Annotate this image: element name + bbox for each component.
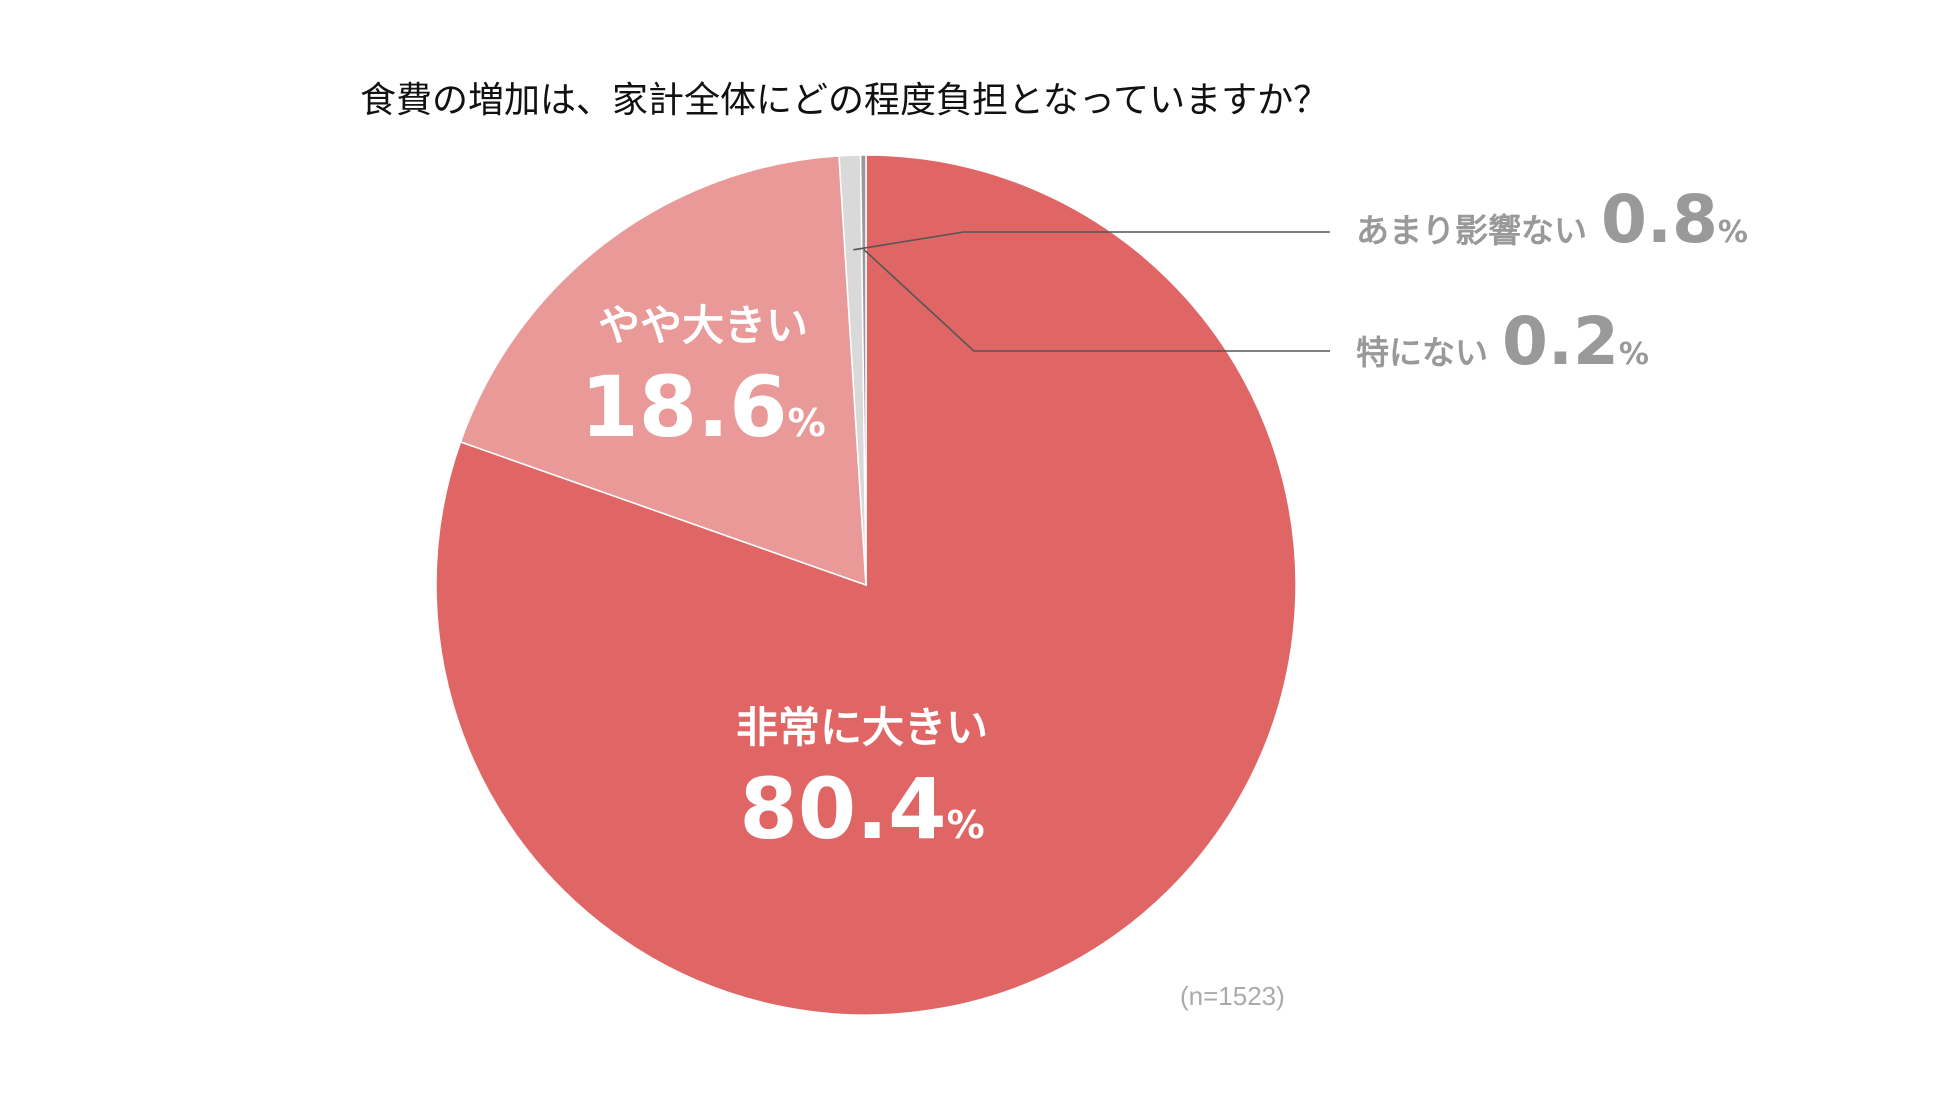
- slice-label-text: あまり影響ない: [1356, 211, 1587, 250]
- slice-label-none: 特にない 0.2%: [1356, 303, 1649, 380]
- leader-lines: [853, 231, 1330, 352]
- leader-line-3: [863, 249, 1330, 352]
- pie-slice-3: [859, 154, 867, 586]
- slice-label-not-much: あまり影響ない 0.8%: [1356, 181, 1748, 258]
- chart-title: 食費の増加は、家計全体にどの程度負担となっていますか？: [360, 80, 1329, 121]
- slice-value-unit: %: [1718, 215, 1748, 250]
- slice-value-number: 0.8: [1601, 181, 1718, 258]
- slice-value-number: 80.4: [739, 760, 946, 858]
- slice-value-very-large: 80.4%: [739, 760, 984, 858]
- slice-label-text: 特にない: [1356, 333, 1488, 372]
- pie-slices: [435, 154, 1297, 1016]
- slice-value-somewhat-large: 18.6%: [580, 358, 825, 456]
- slice-label-very-large: 非常に大きい: [736, 703, 988, 752]
- slice-value-unit: %: [1619, 337, 1649, 372]
- leader-line-2: [853, 231, 1330, 251]
- slice-value-unit: %: [788, 401, 826, 445]
- slice-value-number: 0.2: [1502, 303, 1619, 380]
- pie-slice-1: [459, 155, 867, 587]
- slice-value-number: 18.6: [580, 358, 787, 456]
- slice-label-somewhat-large: やや大きい: [598, 301, 808, 350]
- slice-value-unit: %: [947, 803, 985, 847]
- sample-size-note: (n=1523): [1180, 981, 1285, 1011]
